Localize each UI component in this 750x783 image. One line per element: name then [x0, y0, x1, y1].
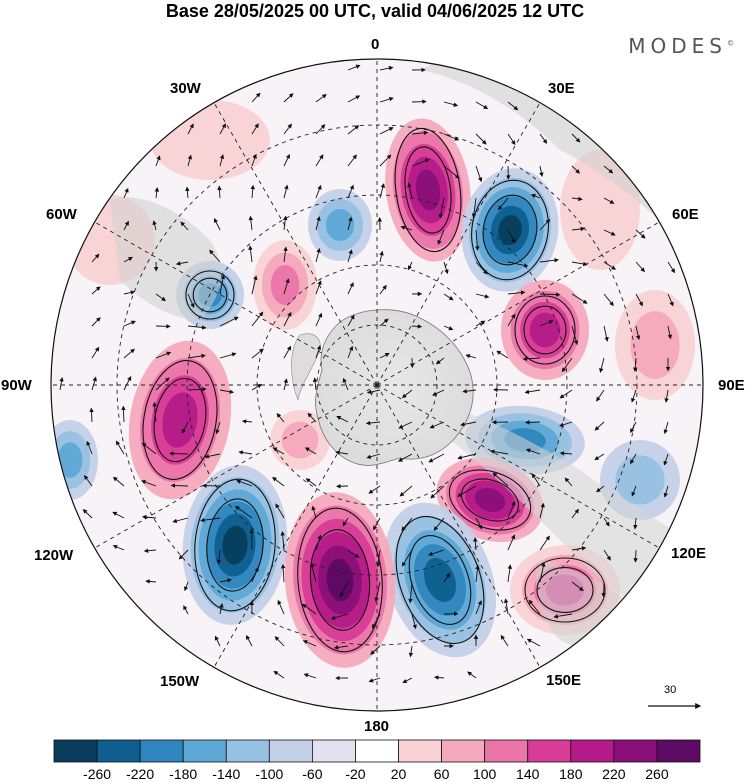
label-lon-90e: 90E [718, 377, 745, 394]
colorbar-tick-label: -260 [83, 766, 112, 782]
colorbar-cell [656, 739, 701, 763]
colorbar-cell [613, 739, 658, 763]
colorbar-cell [355, 739, 399, 763]
colorbar-tick-label: 180 [559, 766, 583, 782]
label-lon-90w: 90W [1, 377, 32, 394]
wind-vectors [59, 64, 676, 683]
label-lon-30w: 30W [170, 80, 201, 97]
label-lon-60e: 60E [672, 206, 699, 223]
label-lon-120w: 120W [34, 547, 74, 564]
colorbar-cell [225, 739, 270, 763]
colorbar-cell [311, 739, 356, 763]
reference-vector-label: 30 [664, 684, 677, 696]
label-lon-180: 180 [364, 718, 390, 735]
colorbar-tick-label: 140 [516, 766, 540, 782]
colorbar-cell [182, 739, 227, 763]
map-disc [51, 59, 703, 711]
colorbar-tick-label: -140 [212, 766, 241, 782]
graticule [51, 59, 703, 711]
colorbar-cell [484, 739, 529, 763]
colorbar-cells [53, 739, 701, 763]
label-lon-30e: 30E [548, 80, 575, 97]
logo-mark: © [727, 39, 734, 48]
label-lon-0: 0 [371, 36, 380, 53]
colorbar-tick-label: 260 [645, 766, 669, 782]
label-lon-120e: 120E [671, 545, 707, 562]
geopotential-contours [142, 127, 606, 653]
label-lon-150w: 150W [160, 673, 200, 690]
colorbar-tick-label: 220 [602, 766, 626, 782]
colorbar-cell [527, 739, 572, 763]
antarctic-peninsula [291, 333, 321, 402]
colorbar-tick-label: 20 [390, 766, 407, 782]
colorbar-tick-label: -220 [126, 766, 155, 782]
map-title: Base 28/05/2025 00 UTC, valid 04/06/2025… [165, 1, 585, 21]
colorbar-tick-label: -20 [345, 766, 366, 782]
colorbar-cell [570, 739, 615, 763]
colorbar-tick-label: 60 [433, 766, 450, 782]
modes-logo: MODES© [628, 34, 734, 58]
colorbar-cell [96, 739, 141, 763]
colorbar-tick-label: -100 [255, 766, 284, 782]
colorbar-cell [268, 739, 313, 763]
logo-text: MODES [628, 34, 727, 58]
colorbar-cell [441, 739, 486, 763]
colorbar-cell [139, 739, 184, 763]
colorbar-cell [398, 739, 442, 763]
map-boundary [50, 58, 704, 712]
colorbar-tick-label: -60 [302, 766, 323, 782]
colorbar-tick-label: -180 [169, 766, 198, 782]
colorbar-cell [53, 739, 98, 763]
colorbar-tick-label: 100 [472, 766, 497, 782]
label-lon-60w: 60W [46, 206, 77, 223]
label-lon-150e: 150E [546, 672, 582, 689]
